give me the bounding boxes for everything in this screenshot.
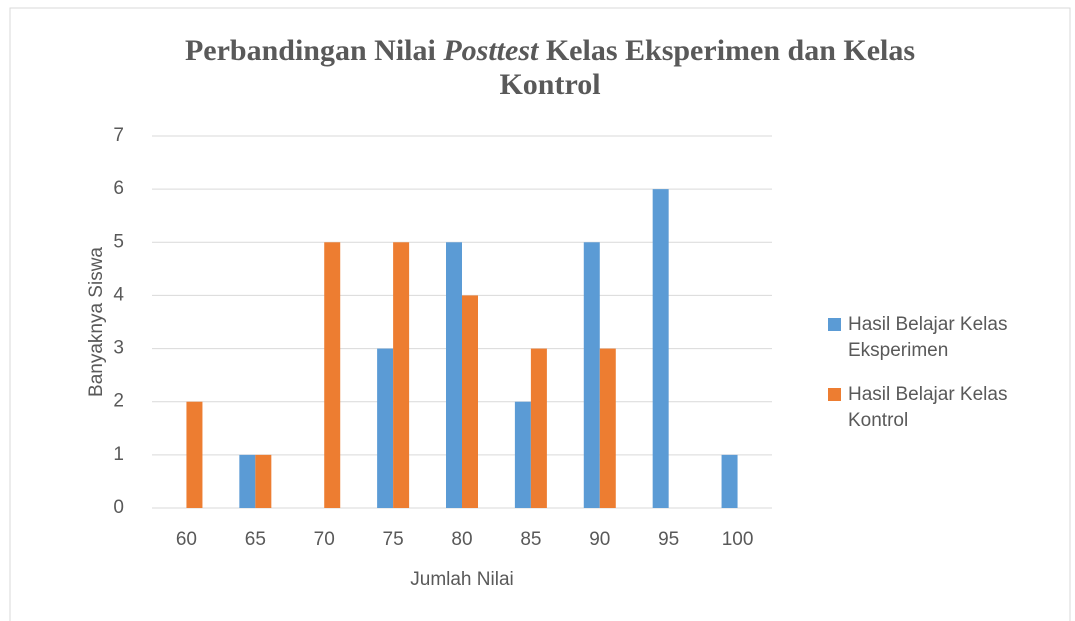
bar	[186, 401, 203, 508]
bar	[446, 242, 462, 509]
bar	[652, 189, 669, 508]
bar	[583, 242, 600, 509]
y-tick-label: 4	[113, 284, 124, 305]
title-part: Perbandingan Nilai	[184, 34, 436, 67]
legend-label: Hasil Belajar Kelas Eksperimen	[848, 314, 1008, 361]
bar	[599, 348, 616, 508]
x-tick-label: 95	[658, 529, 679, 550]
bar	[255, 454, 272, 508]
x-tick-label: 80	[451, 529, 472, 550]
x-tick-label: 90	[589, 529, 610, 550]
bar	[393, 242, 410, 509]
title-part: Posttest	[443, 34, 539, 67]
chart-border	[9, 7, 1071, 621]
y-tick-label: 5	[113, 231, 124, 252]
y-tick-label: 3	[113, 338, 124, 359]
legend-item: Hasil Belajar Kelas Kontrol	[828, 382, 1048, 434]
x-tick-label: 85	[520, 529, 541, 550]
y-tick-label: 2	[113, 391, 124, 412]
x-tick-label: 75	[383, 529, 404, 550]
x-tick-label: 70	[314, 529, 335, 550]
x-tick-label: 65	[245, 529, 266, 550]
bar	[377, 348, 394, 508]
bar	[530, 348, 547, 508]
y-tick-label: 0	[113, 497, 124, 518]
legend-label: Hasil Belajar Kelas Kontrol	[848, 384, 1008, 431]
legend-item: Hasil Belajar Kelas Eksperimen	[828, 312, 1048, 364]
x-axis-label: Jumlah Nilai	[410, 569, 513, 590]
x-tick-label: 100	[722, 529, 754, 550]
y-tick-label: 1	[113, 444, 124, 465]
y-tick-label: 7	[113, 125, 124, 146]
x-tick-label: 60	[176, 529, 197, 550]
chart-title: Perbandingan Nilai Posttest Kelas Eksper…	[140, 34, 960, 102]
legend-swatch	[828, 388, 841, 401]
bar	[721, 454, 738, 508]
y-tick-label: 6	[113, 178, 124, 199]
legend-swatch	[828, 318, 841, 331]
y-axis-label: Banyaknya Siswa	[86, 247, 107, 397]
bar	[324, 242, 341, 509]
legend: Hasil Belajar Kelas Eksperimen Hasil Bela…	[828, 312, 1048, 452]
title-part: Kelas Eksperimen dan Kelas Kontrol	[499, 34, 916, 101]
bar	[462, 295, 478, 508]
bar	[514, 401, 531, 508]
bar	[239, 454, 256, 508]
